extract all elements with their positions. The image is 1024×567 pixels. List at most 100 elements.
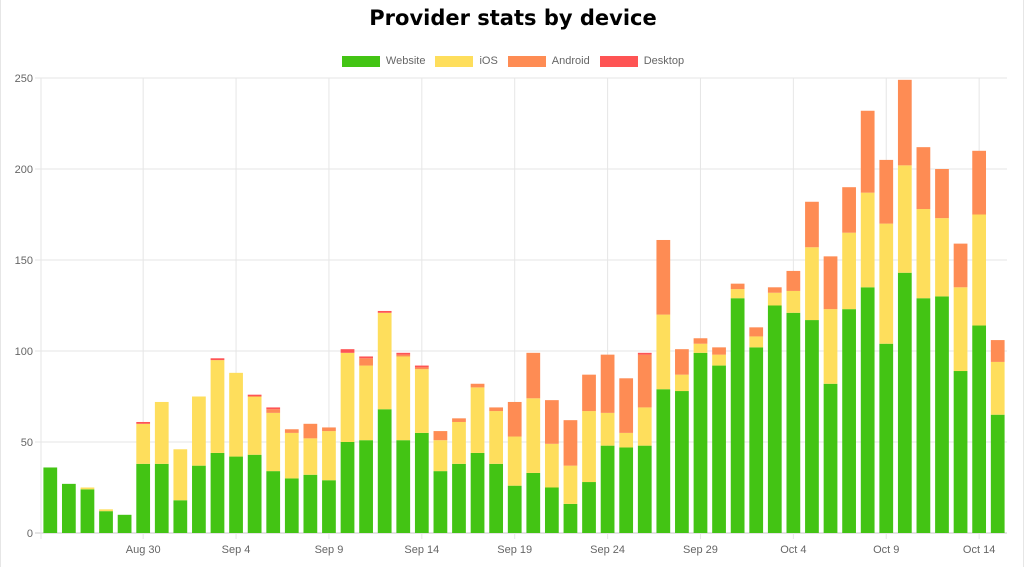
- bar-website-sep-28[interactable]: [675, 391, 689, 533]
- bar-ios-oct-13[interactable]: [953, 287, 968, 372]
- bar-android-sep-20[interactable]: [526, 352, 541, 399]
- bar-android-sep-9[interactable]: [322, 427, 336, 432]
- bar-website-sep-10[interactable]: [340, 442, 355, 533]
- bar-website-oct-5[interactable]: [805, 320, 819, 533]
- bar-android-sep-25[interactable]: [619, 378, 634, 433]
- bar-android-sep-22[interactable]: [563, 420, 578, 466]
- bar-ios-oct-5[interactable]: [805, 247, 819, 321]
- bar-android-oct-8[interactable]: [860, 110, 875, 193]
- bar-website-sep-24[interactable]: [600, 445, 615, 533]
- bar-ios-sep-6[interactable]: [266, 412, 281, 472]
- bar-ios-sep-26[interactable]: [637, 407, 652, 446]
- bar-website-sep-19[interactable]: [507, 485, 522, 533]
- bar-android-sep-28[interactable]: [675, 349, 689, 375]
- bar-ios-sep-23[interactable]: [582, 411, 596, 483]
- bar-website-oct-7[interactable]: [842, 309, 856, 533]
- bar-android-sep-17[interactable]: [470, 383, 485, 388]
- bar-website-sep-23[interactable]: [582, 482, 596, 533]
- bar-desktop-sep-13[interactable]: [396, 352, 411, 355]
- bar-website-sep-5[interactable]: [247, 454, 262, 533]
- legend-item-website[interactable]: Website: [341, 55, 425, 67]
- bar-ios-sep-16[interactable]: [452, 421, 466, 464]
- bar-website-aug-29[interactable]: [117, 514, 132, 533]
- bar-android-oct-14[interactable]: [972, 150, 987, 215]
- bar-ios-oct-4[interactable]: [786, 290, 801, 313]
- bar-website-sep-26[interactable]: [637, 445, 652, 533]
- bar-ios-oct-3[interactable]: [767, 292, 782, 306]
- bar-android-sep-16[interactable]: [452, 418, 466, 422]
- bar-website-sep-3[interactable]: [210, 452, 225, 533]
- bar-ios-oct-2[interactable]: [749, 336, 764, 348]
- bar-android-oct-10[interactable]: [897, 79, 912, 166]
- bar-website-oct-14[interactable]: [972, 325, 987, 533]
- bar-android-sep-14[interactable]: [414, 367, 429, 370]
- bar-ios-sep-19[interactable]: [507, 436, 522, 486]
- bar-android-sep-11[interactable]: [359, 358, 373, 366]
- bar-ios-sep-15[interactable]: [433, 440, 448, 472]
- bar-ios-aug-31[interactable]: [154, 401, 169, 464]
- bar-ios-sep-14[interactable]: [414, 369, 429, 433]
- bar-website-oct-13[interactable]: [953, 371, 968, 533]
- legend-item-ios[interactable]: iOS: [435, 55, 498, 67]
- bar-website-sep-6[interactable]: [266, 471, 281, 533]
- bar-android-oct-7[interactable]: [842, 187, 856, 233]
- bar-website-oct-8[interactable]: [860, 287, 875, 533]
- bar-website-sep-11[interactable]: [359, 440, 373, 533]
- bar-desktop-sep-6[interactable]: [266, 407, 281, 410]
- bar-ios-sep-7[interactable]: [284, 432, 299, 479]
- bar-ios-sep-12[interactable]: [377, 312, 392, 410]
- bar-website-aug-25[interactable]: [43, 467, 58, 533]
- bar-desktop-sep-26[interactable]: [637, 352, 652, 355]
- bar-ios-oct-9[interactable]: [879, 223, 894, 344]
- legend-item-android[interactable]: Android: [507, 55, 590, 67]
- bar-website-aug-30[interactable]: [136, 463, 151, 533]
- bar-android-oct-13[interactable]: [953, 243, 968, 288]
- bar-website-sep-8[interactable]: [303, 474, 318, 533]
- bar-desktop-sep-10[interactable]: [340, 349, 355, 353]
- bar-website-oct-9[interactable]: [879, 343, 894, 533]
- bar-ios-oct-11[interactable]: [916, 209, 931, 299]
- bar-ios-oct-6[interactable]: [823, 309, 838, 384]
- bar-ios-sep-17[interactable]: [470, 387, 485, 453]
- bar-android-sep-13[interactable]: [396, 354, 411, 357]
- bar-website-sep-17[interactable]: [470, 452, 485, 533]
- bar-android-oct-1[interactable]: [730, 283, 745, 290]
- bar-desktop-sep-5[interactable]: [247, 394, 262, 397]
- bar-android-sep-8[interactable]: [303, 423, 318, 439]
- bar-website-oct-2[interactable]: [749, 347, 764, 533]
- bar-website-oct-12[interactable]: [935, 296, 949, 533]
- bar-android-sep-29[interactable]: [693, 338, 708, 344]
- bar-ios-sep-21[interactable]: [544, 443, 559, 488]
- bar-website-sep-14[interactable]: [414, 432, 429, 533]
- bar-ios-oct-8[interactable]: [860, 192, 875, 288]
- bar-website-oct-6[interactable]: [823, 383, 838, 533]
- bar-ios-sep-4[interactable]: [229, 372, 243, 457]
- bar-ios-sep-22[interactable]: [563, 465, 578, 504]
- bar-android-sep-18[interactable]: [489, 407, 504, 412]
- bar-ios-sep-29[interactable]: [693, 343, 708, 353]
- bar-website-sep-22[interactable]: [563, 503, 578, 533]
- bar-website-sep-20[interactable]: [526, 472, 541, 533]
- bar-website-sep-12[interactable]: [377, 409, 392, 533]
- bar-ios-sep-3[interactable]: [210, 360, 225, 453]
- bar-android-oct-6[interactable]: [823, 256, 838, 310]
- bar-android-sep-15[interactable]: [433, 431, 448, 441]
- bar-ios-sep-28[interactable]: [675, 374, 689, 392]
- bar-android-oct-15[interactable]: [990, 340, 1005, 362]
- bar-android-oct-12[interactable]: [935, 169, 949, 219]
- bar-android-oct-4[interactable]: [786, 270, 801, 291]
- bar-android-sep-30[interactable]: [712, 347, 726, 355]
- bar-ios-sep-9[interactable]: [322, 431, 336, 481]
- bar-website-sep-25[interactable]: [619, 447, 634, 533]
- bar-ios-sep-13[interactable]: [396, 356, 411, 441]
- bar-ios-oct-12[interactable]: [935, 218, 949, 297]
- bar-ios-sep-24[interactable]: [600, 412, 615, 446]
- bar-website-aug-31[interactable]: [154, 463, 169, 533]
- bar-ios-aug-27[interactable]: [80, 487, 95, 490]
- bar-ios-oct-15[interactable]: [990, 361, 1005, 415]
- bar-desktop-aug-30[interactable]: [136, 421, 151, 424]
- bar-ios-aug-28[interactable]: [99, 509, 113, 512]
- bar-ios-sep-10[interactable]: [340, 352, 355, 442]
- bar-ios-oct-14[interactable]: [972, 214, 987, 326]
- bar-android-oct-3[interactable]: [767, 287, 782, 293]
